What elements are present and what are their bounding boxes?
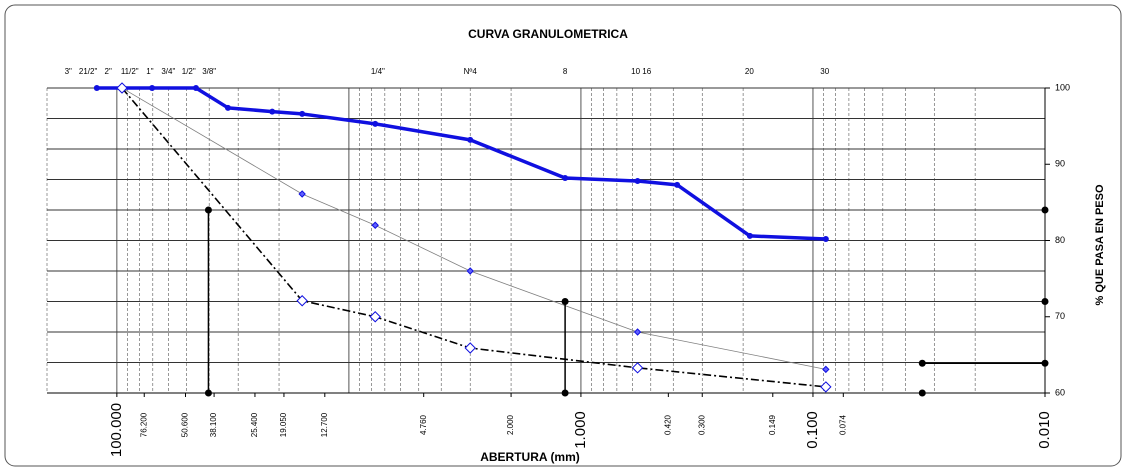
y-tick-label: 70 bbox=[1055, 311, 1065, 321]
x-tick-label: 76.200 bbox=[139, 412, 148, 437]
point bbox=[822, 235, 829, 242]
point bbox=[1041, 206, 1049, 214]
x-axis-label: ABERTURA (mm) bbox=[480, 450, 580, 464]
y-tick-label: 100 bbox=[1055, 82, 1070, 92]
x-tick-label: 25.400 bbox=[250, 412, 259, 437]
sieve-label: 20 bbox=[745, 67, 754, 76]
sieve-label: 11/2" bbox=[121, 67, 139, 76]
y-axis-label: % QUE PASA EN PESO bbox=[1094, 184, 1106, 305]
sieve-label: Nº4 bbox=[464, 67, 478, 76]
sieve-label: 21/2" bbox=[79, 67, 98, 76]
series-line bbox=[96, 86, 826, 241]
point bbox=[634, 178, 641, 185]
point bbox=[116, 82, 128, 94]
x-tick-label: 0.149 bbox=[768, 414, 777, 435]
sieve-label: 2" bbox=[105, 67, 112, 76]
point bbox=[631, 362, 644, 374]
x-tick-label: 0.100 bbox=[804, 411, 821, 449]
point bbox=[918, 389, 926, 397]
x-tick-label: 38.100 bbox=[209, 412, 218, 437]
point bbox=[561, 298, 569, 305]
point bbox=[820, 381, 832, 393]
point bbox=[371, 221, 379, 229]
x-tick-label: 19.050 bbox=[279, 412, 288, 437]
sieve-label: 10 16 bbox=[631, 67, 652, 76]
x-tick-label: 0.300 bbox=[697, 414, 706, 435]
chart-title: CURVA GRANULOMETRICA bbox=[468, 27, 628, 41]
point bbox=[464, 342, 476, 354]
point bbox=[298, 190, 306, 198]
x-tick-label: 2.000 bbox=[506, 414, 515, 435]
point bbox=[149, 85, 156, 91]
frame bbox=[4, 4, 1122, 467]
point bbox=[674, 181, 681, 188]
x-tick-label: 0.420 bbox=[663, 414, 672, 435]
point bbox=[192, 85, 199, 91]
point bbox=[561, 389, 569, 397]
point bbox=[1041, 298, 1049, 305]
point bbox=[466, 267, 474, 275]
x-tick-label: 0.010 bbox=[1036, 411, 1053, 449]
point bbox=[822, 365, 830, 374]
sieve-label: 8 bbox=[563, 67, 568, 76]
sieve-label: 1/2" bbox=[182, 67, 196, 76]
x-tick-label: 12.700 bbox=[320, 412, 329, 437]
x-tick-label: 0.074 bbox=[838, 414, 847, 435]
point bbox=[269, 108, 276, 115]
x-tick-label: 50.600 bbox=[181, 412, 190, 437]
point bbox=[918, 359, 926, 367]
point bbox=[204, 389, 212, 397]
point bbox=[746, 232, 753, 239]
point bbox=[633, 328, 642, 336]
point bbox=[204, 206, 212, 214]
y-tick-label: 60 bbox=[1055, 387, 1065, 397]
sieve-label: 3/4" bbox=[161, 67, 175, 76]
sieve-label: 3" bbox=[65, 67, 72, 76]
point bbox=[224, 104, 231, 111]
point bbox=[299, 110, 306, 117]
point bbox=[1041, 359, 1049, 367]
series-line bbox=[121, 87, 826, 388]
point bbox=[467, 136, 474, 143]
x-tick-label: 1.000 bbox=[572, 411, 589, 449]
point bbox=[296, 295, 308, 307]
y-tick-label: 90 bbox=[1055, 159, 1065, 169]
sieve-label: 30 bbox=[820, 67, 829, 76]
sieve-label: 3/8" bbox=[202, 67, 216, 76]
series-line bbox=[121, 87, 826, 370]
sieve-label: 1" bbox=[146, 67, 153, 76]
point bbox=[372, 120, 379, 127]
x-tick-label: 4.760 bbox=[419, 414, 428, 435]
point bbox=[93, 85, 100, 91]
point bbox=[562, 174, 569, 181]
x-tick-label: 100.000 bbox=[108, 403, 125, 457]
point bbox=[369, 311, 381, 323]
sieve-label: 1/4" bbox=[371, 67, 385, 76]
y-tick-label: 80 bbox=[1055, 235, 1065, 245]
